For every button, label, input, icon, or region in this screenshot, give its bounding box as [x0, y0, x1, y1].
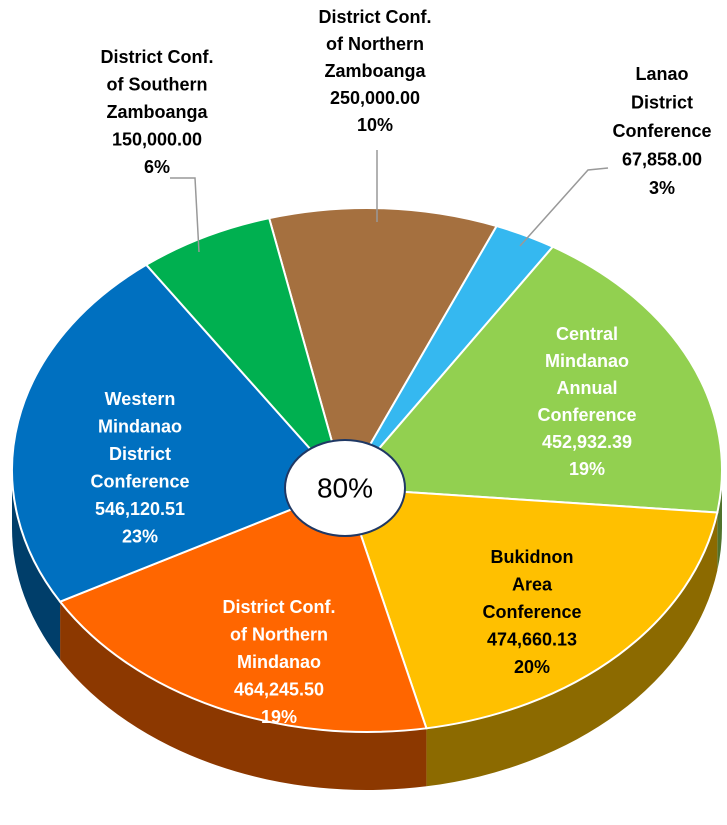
slice — [343, 486, 719, 730]
slice-label: of Northern — [326, 34, 424, 54]
center-ellipse — [284, 439, 406, 537]
slice-side — [426, 512, 718, 787]
percent-label: 3% — [649, 178, 675, 198]
slice-label: District Conf. — [222, 597, 335, 617]
slice-label: Central — [556, 324, 618, 344]
slice-label: Mindanao — [98, 416, 182, 436]
slice-label: District — [631, 92, 693, 112]
value-label: 150,000.00 — [112, 129, 202, 149]
slice-label: Conference — [90, 471, 189, 491]
slice-label: Bukidnon — [491, 547, 574, 567]
slice-label: Conference — [537, 405, 636, 425]
value-label: 474,660.13 — [487, 629, 577, 649]
value-label: 67,858.00 — [622, 149, 702, 169]
value-label: 546,120.51 — [95, 499, 185, 519]
slice-label: Conference — [612, 121, 711, 141]
percent-label: 10% — [357, 115, 393, 135]
slice-label: Annual — [557, 378, 618, 398]
slice-label: Mindanao — [545, 351, 629, 371]
slice-label: Mindanao — [237, 652, 321, 672]
slice — [11, 263, 347, 603]
slice-label: District — [109, 444, 171, 464]
pie-tops — [11, 207, 723, 733]
slice-label: Zamboanga — [324, 61, 426, 81]
slice — [144, 216, 346, 489]
percent-label: 6% — [144, 157, 170, 177]
percent-label: 19% — [569, 459, 605, 479]
center-label: 80% — [317, 472, 373, 503]
slice-label: Area — [512, 574, 553, 594]
slice-label: District Conf. — [100, 47, 213, 67]
value-label: 250,000.00 — [330, 88, 420, 108]
slice-label: Lanao — [635, 64, 688, 84]
percent-label: 19% — [261, 707, 297, 727]
value-label: 464,245.50 — [234, 679, 324, 699]
slice-label: Zamboanga — [106, 102, 208, 122]
percent-label: 23% — [122, 526, 158, 546]
slice — [342, 245, 723, 514]
slice-label: Western — [105, 389, 176, 409]
slice — [58, 486, 428, 733]
leader-line — [519, 167, 609, 247]
slice-label: District Conf. — [318, 7, 431, 27]
slice-label: Conference — [482, 602, 581, 622]
value-label: 452,932.39 — [542, 432, 632, 452]
slice-label: of Northern — [230, 624, 328, 644]
percent-label: 20% — [514, 657, 550, 677]
leader-line — [170, 177, 200, 253]
labels: District Conf. of Northern Zamboanga 250,00… — [90, 7, 711, 727]
slice-side — [60, 601, 427, 790]
slice-label: of Southern — [107, 74, 208, 94]
